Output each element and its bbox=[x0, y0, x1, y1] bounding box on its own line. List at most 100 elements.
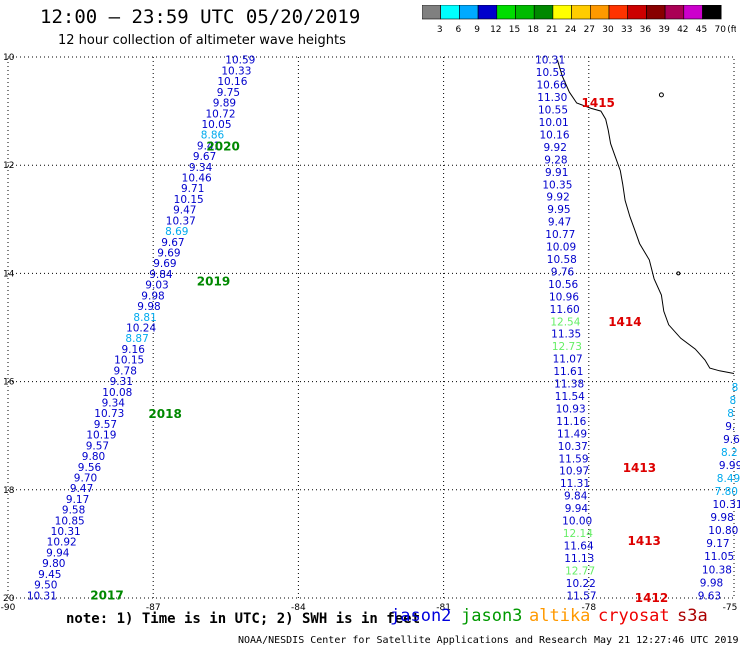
wave-height-label: 7.80 bbox=[715, 486, 738, 498]
wave-height-label: 9.28 bbox=[544, 154, 567, 166]
wave-height-label: 9.80 bbox=[42, 558, 65, 570]
legend-jason3: jason3 bbox=[461, 606, 523, 626]
wave-height-label: 10.37 bbox=[558, 441, 588, 453]
wave-height-label: 9.17 bbox=[66, 494, 89, 506]
colorbar-tick-label: 30 bbox=[602, 25, 614, 35]
colorbar-tick-label: 12 bbox=[490, 25, 501, 35]
legend-jason2: jason2 bbox=[390, 606, 452, 626]
wave-height-label: 8.2 bbox=[721, 447, 738, 459]
wave-height-label: 11.61 bbox=[553, 366, 583, 378]
wave-height-label: 10.73 bbox=[94, 408, 124, 420]
plot-frame bbox=[7, 56, 735, 599]
colorbar-tick-label: 39 bbox=[658, 25, 670, 35]
wave-height-label: 10.85 bbox=[55, 515, 85, 527]
colorbar-tick-label: 21 bbox=[546, 25, 557, 35]
wave-height-label: 10.66 bbox=[536, 80, 566, 92]
track-time-annotation: 1413 bbox=[623, 461, 656, 475]
wave-height-label: 9.84 bbox=[149, 269, 173, 281]
wave-height-label: 11.54 bbox=[555, 391, 585, 403]
wave-height-label: 10.31 bbox=[713, 499, 740, 511]
wave-height-label: 9.94 bbox=[46, 547, 70, 559]
wave-height-label: 10.31 bbox=[535, 55, 565, 67]
colorbar-tick-label: 70 bbox=[714, 25, 726, 35]
x-tick-label: -75 bbox=[723, 603, 738, 613]
wave-height-label: 9.16 bbox=[122, 344, 146, 356]
colorbar-tick-label: 33 bbox=[621, 25, 632, 35]
wave-height-label: 9.56 bbox=[78, 462, 102, 474]
wave-height-label: 12.73 bbox=[552, 341, 582, 353]
wave-height-label: 11.31 bbox=[560, 478, 590, 490]
chart-title: 12:00 – 23:59 UTC 05/20/2019 bbox=[40, 6, 361, 28]
wave-height-label: 10.58 bbox=[547, 254, 577, 266]
wave-height-label: 10.24 bbox=[126, 323, 156, 335]
x-tick-label: -84 bbox=[291, 603, 306, 613]
wave-height-label: 9.45 bbox=[38, 569, 61, 581]
track-time-annotation: 1415 bbox=[582, 96, 615, 110]
colorbar-tick-label: 6 bbox=[456, 25, 462, 35]
wave-height-label: 10.97 bbox=[559, 466, 589, 478]
wave-height-label: 9.98 bbox=[141, 290, 164, 302]
wave-height-label: 9.47 bbox=[548, 217, 571, 229]
wave-height-label: 10.96 bbox=[549, 291, 579, 303]
wave-height-label: 9.47 bbox=[70, 483, 93, 495]
gridlines bbox=[8, 57, 734, 598]
wave-height-label: 10.31 bbox=[27, 590, 57, 602]
wave-height-label: 9.34 bbox=[102, 398, 126, 410]
wave-height-label: 8 bbox=[730, 395, 737, 407]
wave-height-label: 11.13 bbox=[564, 553, 594, 565]
wave-height-label: 8 bbox=[732, 382, 739, 394]
colorbar-tick-label: 27 bbox=[584, 25, 595, 35]
wave-height-label: 10.55 bbox=[538, 105, 568, 117]
wave-height-label: 11.64 bbox=[564, 541, 594, 553]
wave-height-label: 8.69 bbox=[165, 226, 188, 238]
wave-height-label: 10.37 bbox=[166, 215, 196, 227]
x-tick-label: -87 bbox=[146, 603, 161, 613]
wave-height-label: 10.08 bbox=[102, 387, 132, 399]
wave-height-label: 12.77 bbox=[565, 565, 595, 577]
chart-subtitle: 12 hour collection of altimeter wave hei… bbox=[58, 33, 346, 48]
wave-height-label: 8.86 bbox=[201, 130, 225, 142]
wave-height-label: 9.58 bbox=[62, 505, 85, 517]
wave-height-label: 9. bbox=[725, 421, 735, 433]
wave-height-label: 10.38 bbox=[702, 564, 732, 576]
wave-height-label: 10.59 bbox=[225, 55, 255, 67]
wave-height-label: 10.72 bbox=[205, 108, 235, 120]
wave-height-label: 10.56 bbox=[548, 279, 578, 291]
track-jason2: 10.3110.5310.6611.3010.5510.0110.169.929… bbox=[535, 55, 596, 603]
colorbar-swatch bbox=[702, 5, 722, 20]
island bbox=[676, 271, 681, 276]
wave-height-label: 9.50 bbox=[34, 580, 57, 592]
legend-altika: altika bbox=[529, 606, 591, 626]
wave-height-label: 11.35 bbox=[551, 329, 581, 341]
wave-height-label: 11.60 bbox=[550, 304, 580, 316]
wave-height-label: 10.80 bbox=[708, 525, 738, 537]
wave-height-label: 10.35 bbox=[542, 179, 572, 191]
wave-height-label: 11.38 bbox=[554, 379, 584, 391]
wave-height-label: 9.41 bbox=[197, 140, 220, 152]
track-jason2: 8889.9.68.29.998.497.8010.319.9810.809.1… bbox=[698, 382, 740, 602]
wave-height-label: 10.22 bbox=[566, 578, 596, 590]
wave-height-label: 10.01 bbox=[539, 117, 569, 129]
wave-height-label: 9.75 bbox=[217, 87, 240, 99]
x-tick-label: -81 bbox=[436, 603, 451, 613]
wave-height-label: 10.05 bbox=[201, 119, 231, 131]
wave-height-label: 10.92 bbox=[47, 537, 77, 549]
colorbar-tick-label: 9 bbox=[474, 25, 480, 35]
track-time-annotation: 1413 bbox=[628, 534, 661, 548]
wave-height-label: 10.31 bbox=[51, 526, 81, 538]
note-text: note: 1) Time is in UTC; 2) SWH is in fe… bbox=[66, 611, 421, 627]
wave-height-label: 10.53 bbox=[536, 67, 566, 79]
wave-height-label: 9.34 bbox=[189, 162, 213, 174]
credit-text: NOAA/NESDIS Center for Satellite Applica… bbox=[238, 635, 588, 646]
wave-height-label: 12.14 bbox=[563, 528, 593, 540]
wave-height-label: 10.09 bbox=[546, 242, 576, 254]
track-time-annotation: 2020 bbox=[206, 139, 239, 153]
y-tick-label: 16 bbox=[3, 378, 15, 388]
wave-height-label: 9.92 bbox=[546, 192, 569, 204]
wave-height-label: 10.93 bbox=[556, 404, 586, 416]
track-time-annotation: 1412 bbox=[635, 591, 668, 605]
timestamp-text: May 21 12:27:46 UTC 2019 bbox=[594, 635, 739, 646]
wave-height-label: 9.70 bbox=[74, 473, 97, 485]
wave-height-label: 9.31 bbox=[110, 376, 133, 388]
wave-height-label: 8.81 bbox=[133, 312, 156, 324]
